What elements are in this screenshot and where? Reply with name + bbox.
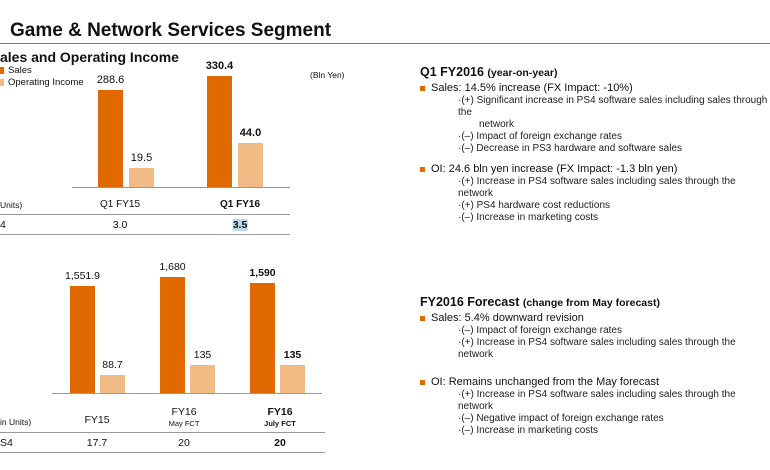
category-label: Q1 FY16	[219, 199, 261, 210]
data-label: 1,680	[159, 261, 186, 274]
data-label: 1,590	[249, 267, 276, 280]
oi-bar	[190, 365, 215, 393]
title-divider	[0, 43, 770, 44]
data-label: 135	[193, 349, 212, 362]
q1-sales-item: ·(–) Impact of foreign exchange rates	[458, 131, 622, 142]
data-label: 135	[283, 349, 302, 362]
units-value: 3.5	[232, 219, 248, 231]
units-header: in Units)	[0, 417, 32, 427]
sales-bar	[207, 75, 232, 187]
category-label: FY16	[267, 406, 293, 418]
chart-subtitle: ales and Operating Income	[0, 49, 179, 65]
units-row-label: S4	[0, 437, 13, 449]
data-label: 330.4	[205, 59, 234, 72]
legend-sales-label: Sales	[8, 65, 32, 76]
q1-sales-item: ·(–) Decrease in PS3 hardware and softwa…	[458, 143, 682, 154]
data-label: 19.5	[130, 151, 153, 164]
q1-oi-item: ·(+) Increase in PS4 software sales incl…	[458, 176, 736, 199]
units-value: 17.7	[86, 437, 108, 449]
oi-bar	[238, 143, 263, 187]
fct-oi-bullet: OI: Remains unchanged from the May forec…	[420, 376, 770, 389]
q1-sales-item: ·(+) Significant increase in PS4 softwar…	[458, 95, 768, 118]
row-divider	[0, 234, 290, 235]
chart2-baseline	[52, 393, 322, 394]
fct-oi-item: ·(–) Increase in marketing costs	[458, 425, 599, 436]
category-sublabel: July FCT	[264, 419, 296, 428]
row-divider	[0, 432, 325, 433]
q1-oi-item: ·(–) Increase in marketing costs	[458, 212, 599, 223]
legend-oi-label: Operating Income	[8, 77, 84, 88]
legend-sales: Sales	[0, 65, 32, 76]
q1-heading: Q1 FY2016 (year-on-year)	[420, 65, 558, 79]
data-label: 288.6	[96, 74, 125, 87]
sales-bar	[160, 277, 185, 393]
unit-label: (Bln Yen)	[310, 70, 345, 80]
data-label: 44.0	[239, 127, 262, 139]
fct-heading: FY2016 Forecast (change from May forecas…	[420, 295, 660, 309]
fct-sales-bullet: Sales: 5.4% downward revision	[420, 312, 770, 325]
q1-sales-item: network	[479, 119, 515, 130]
units-value: 3.0	[112, 219, 128, 231]
category-sublabel: May FCT	[168, 419, 200, 428]
row-divider	[0, 214, 290, 215]
units-value: 20	[178, 437, 190, 449]
chart1-baseline	[72, 187, 290, 188]
units-header: Units)	[0, 200, 23, 210]
row-divider	[0, 452, 325, 453]
legend-oi-swatch	[0, 78, 4, 86]
q1-sales-bullet: Sales: 14.5% increase (FX Impact: -10%)	[420, 82, 770, 95]
data-label: 1,551.9	[64, 269, 101, 282]
fct-oi-item: ·(+) Increase in PS4 software sales incl…	[458, 389, 736, 412]
oi-bar	[280, 365, 305, 393]
category-label: FY16	[171, 406, 197, 418]
category-label: Q1 FY15	[99, 199, 141, 210]
units-value: 20	[274, 437, 286, 449]
legend-sales-swatch	[0, 66, 4, 74]
category-label: FY15	[84, 414, 110, 426]
forecast-summary: FY2016 Forecast (change from May forecas…	[420, 296, 770, 437]
oi-bar	[129, 167, 154, 187]
fct-oi-item: ·(–) Negative impact of foreign exchange…	[458, 413, 664, 424]
data-label: 88.7	[102, 358, 123, 371]
sales-bar	[98, 90, 123, 187]
sales-bar	[250, 283, 275, 393]
page-title: Game & Network Services Segment	[10, 20, 332, 41]
sales-bar	[70, 285, 95, 393]
fct-sales-item: ·(–) Impact of foreign exchange rates	[458, 325, 622, 336]
legend-oi: Operating Income	[0, 77, 84, 88]
q1-oi-item: ·(+) PS4 hardware cost reductions	[458, 200, 611, 211]
oi-bar	[100, 374, 125, 393]
units-row-label: 4	[0, 219, 6, 231]
q1-oi-bullet: OI: 24.6 bln yen increase (FX Impact: -1…	[420, 163, 770, 176]
fct-sales-item: ·(+) Increase in PS4 software sales incl…	[458, 337, 736, 360]
q1-summary: Q1 FY2016 (year-on-year) Sales: 14.5% in…	[420, 66, 770, 224]
